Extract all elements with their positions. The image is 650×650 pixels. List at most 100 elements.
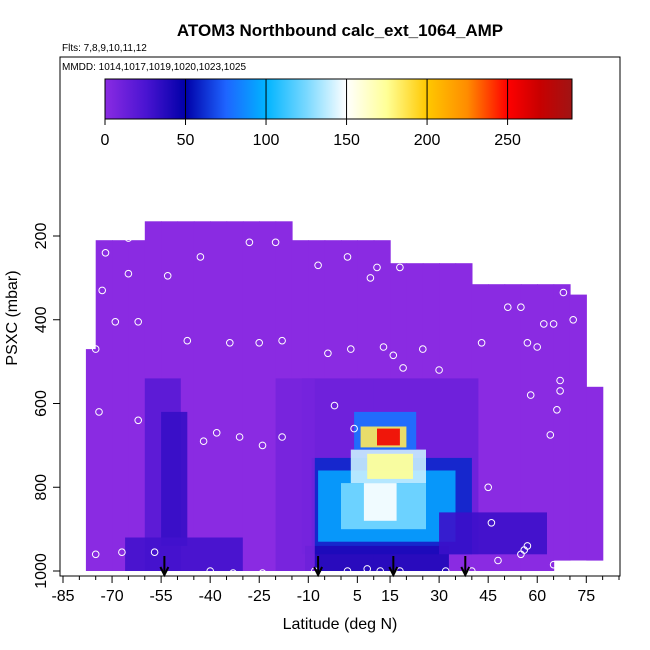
colorbar-tick-label: 100 (253, 132, 280, 149)
sample-point (396, 567, 404, 575)
heatmap-column (210, 221, 228, 572)
sample-point (553, 406, 561, 414)
flights-label: Flts: 7,8,9,10,11,12 (62, 43, 147, 54)
sample-point (314, 261, 322, 270)
heatmap-feature (363, 483, 397, 521)
sample-point (569, 316, 578, 324)
sample-point (124, 234, 133, 242)
colorbar-ticks: 0 50 100 150 200 250 (101, 79, 521, 149)
x-tick-label: -10 (297, 588, 320, 605)
sample-point (396, 263, 404, 272)
arrow-head (313, 566, 324, 578)
x-tick-label: -85 (51, 588, 74, 605)
heatmap-feature (161, 411, 188, 546)
x-tick-label: -25 (248, 588, 271, 605)
sample-point (245, 238, 254, 247)
y-tick-label: 200 (33, 223, 50, 250)
arrows (159, 556, 471, 578)
sample-point (504, 303, 512, 312)
sample-point (111, 318, 120, 326)
colorbar-tick-label: 150 (333, 132, 360, 149)
heatmap-column (586, 386, 604, 561)
heatmap-feature (439, 512, 547, 555)
dates-label: MMDD: 1014,1017,1019,1020,1023,1025 (62, 62, 246, 73)
heatmap-column (242, 221, 260, 572)
sample-point (389, 351, 398, 360)
x-tick-label: -70 (100, 588, 123, 605)
sample-point (533, 343, 542, 351)
y-axis: 200 400 600 800 1000 (33, 223, 60, 589)
arrow-head (460, 566, 471, 578)
x-axis: -85 -70 -55 -40 -25 -10 5 15 30 45 60 75 (51, 576, 620, 605)
sample-point (278, 336, 286, 345)
heatmap-column (569, 294, 587, 561)
heatmap-column (488, 284, 506, 571)
x-tick-label: -55 (150, 588, 173, 605)
sample-point (330, 401, 339, 410)
heatmap-feature (305, 545, 449, 571)
colorbar-tick-label: 200 (414, 132, 441, 149)
sample-point (549, 320, 558, 328)
sample-point (468, 567, 476, 575)
sample-point (441, 567, 450, 575)
sample-point (494, 556, 502, 565)
sample-point (235, 433, 244, 441)
sample-point (163, 272, 172, 280)
sample-point (435, 366, 443, 374)
colorbar-tick-label: 0 (101, 132, 110, 149)
heatmap-column (504, 284, 522, 571)
sample-point (523, 542, 532, 550)
x-tick-label: 5 (353, 588, 362, 605)
sample-point (278, 433, 286, 441)
x-tick-label: 15 (381, 588, 399, 605)
x-tick-label: 75 (577, 588, 595, 605)
sample-point (517, 303, 525, 312)
arrow-head (159, 566, 170, 578)
sample-point (199, 437, 208, 446)
sample-point (376, 567, 385, 575)
heatmap-feature (377, 428, 400, 446)
colorbar (104, 78, 573, 120)
y-tick-label: 600 (33, 390, 50, 417)
sample-point (98, 286, 106, 295)
y-axis-label: PSXC (mbar) (4, 270, 21, 365)
x-tick-label: -40 (199, 588, 222, 605)
x-axis-label: Latitude (deg N) (283, 616, 398, 633)
sample-point (523, 339, 532, 347)
sample-point (526, 391, 535, 399)
sample-point (226, 339, 234, 347)
sample-point (540, 320, 548, 328)
sample-point (124, 269, 133, 278)
sample-point (549, 560, 558, 569)
x-tick-label: 30 (430, 588, 448, 605)
sample-point (134, 416, 142, 425)
sample-point (350, 424, 358, 433)
sample-point (347, 345, 355, 353)
sample-point (271, 238, 280, 247)
sample-point (556, 376, 564, 385)
sample-point (379, 343, 388, 351)
sample-point (477, 339, 486, 347)
colorbar-tick-label: 250 (494, 132, 521, 149)
heatmap (85, 221, 604, 572)
sample-point (255, 339, 264, 347)
sample-point (212, 429, 221, 437)
heatmap-column (520, 284, 538, 571)
sample-point (589, 563, 597, 571)
sample-point (343, 567, 352, 575)
heatmap-column (259, 221, 277, 572)
sample-point (487, 519, 496, 527)
sample-point (363, 565, 372, 573)
heatmap-column (112, 240, 130, 571)
heatmap-feature (367, 453, 413, 479)
y-tick-label: 400 (33, 306, 50, 333)
chart-title: ATOM3 Northbound calc_ext_1064_AMP (177, 21, 503, 40)
sample-point (484, 483, 493, 492)
arrow-head (388, 566, 399, 578)
heatmap-feature (275, 378, 315, 571)
sample-point (399, 364, 407, 372)
heatmap-column (95, 240, 113, 571)
sample-point (343, 253, 352, 261)
sample-point (91, 550, 100, 559)
sample-point (134, 318, 142, 326)
